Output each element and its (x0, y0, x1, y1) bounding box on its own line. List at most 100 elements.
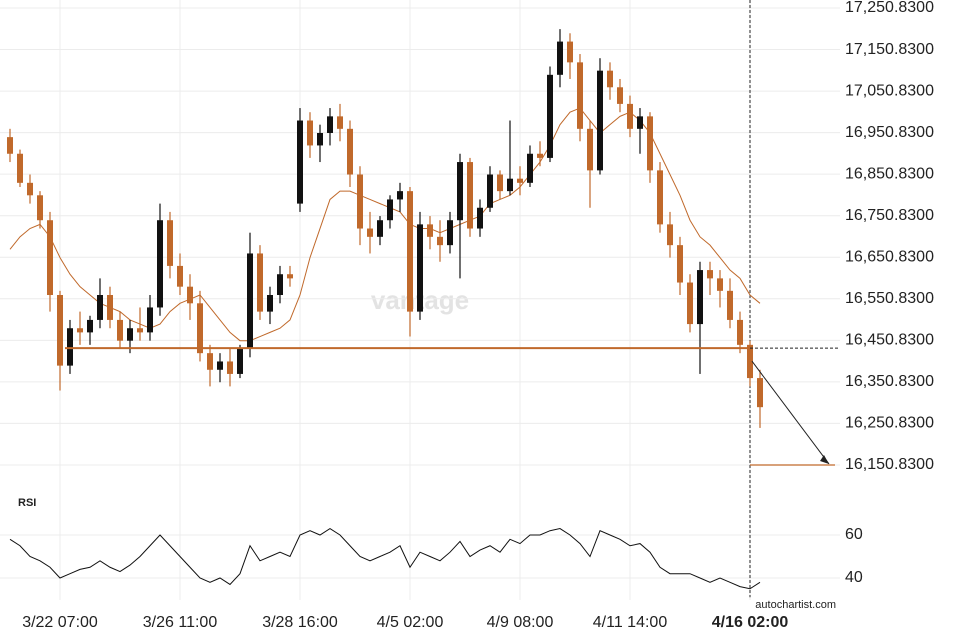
candle-body (347, 128, 353, 175)
candle-body (697, 270, 703, 325)
candle-body (27, 182, 33, 196)
candle-body (387, 199, 393, 221)
candle-body (727, 290, 733, 320)
candle-body (547, 74, 553, 158)
rsi-tick-label: 40 (845, 569, 863, 586)
candle-body (117, 319, 123, 341)
x-tick-label: 4/11 14:00 (593, 614, 668, 631)
candle-body (257, 253, 263, 312)
candle-body (287, 274, 293, 279)
candle-body (647, 116, 653, 171)
candle-body (377, 220, 383, 237)
candle-body (87, 319, 93, 333)
x-tick-label: 4/5 02:00 (377, 614, 444, 631)
candle-body (557, 41, 563, 75)
candle-body (197, 303, 203, 354)
y-tick-label: 17,250.8300 (845, 0, 934, 16)
candle-body (507, 178, 513, 192)
candle-body (227, 361, 233, 374)
candle-body (397, 191, 403, 200)
x-tick-label: 4/16 02:00 (712, 614, 789, 631)
candle-body (187, 286, 193, 304)
candle-body (487, 174, 493, 208)
x-tick-label: 3/26 11:00 (143, 614, 218, 631)
rsi-label: RSI (18, 497, 36, 509)
candle-body (757, 378, 763, 408)
candle-body (297, 120, 303, 204)
candle-body (327, 116, 333, 133)
candle-body (587, 128, 593, 171)
y-tick-label: 16,550.8300 (845, 290, 934, 307)
candle-body (607, 70, 613, 88)
candle-body (457, 162, 463, 221)
x-tick-label: 3/22 07:00 (22, 614, 98, 631)
candle-body (537, 153, 543, 158)
moving-average (9, 107, 761, 342)
candle-body (77, 328, 83, 333)
candle-body (637, 116, 643, 129)
candle-body (737, 319, 743, 345)
candle-body (307, 120, 313, 146)
candle-body (317, 132, 323, 146)
candle-body (237, 349, 243, 374)
source: autochartist.com (755, 599, 836, 611)
candle-body (747, 344, 753, 379)
candle-body (407, 191, 413, 312)
candle-body (177, 265, 183, 287)
candle-body (127, 328, 133, 341)
arrow-head (820, 454, 829, 464)
candle-body (417, 224, 423, 312)
candle-body (527, 153, 533, 183)
x-tick-label: 4/9 08:00 (487, 614, 554, 631)
candle-body (207, 353, 213, 370)
candle-body (57, 294, 63, 366)
candle-body (157, 220, 163, 308)
candle-body (707, 270, 713, 279)
y-tick-label: 17,050.8300 (845, 82, 934, 99)
y-tick-label: 16,350.8300 (845, 373, 934, 390)
candle-body (107, 294, 113, 320)
candle-body (147, 307, 153, 333)
rsi-tick-label: 60 (845, 526, 863, 543)
y-tick-label: 16,650.8300 (845, 248, 934, 265)
candle-body (167, 220, 173, 266)
candle-body (617, 87, 623, 104)
y-tick-label: 16,450.8300 (845, 332, 934, 349)
y-tick-label: 17,150.8300 (845, 41, 934, 58)
y-tick-label: 16,850.8300 (845, 165, 934, 182)
candle-body (577, 62, 583, 129)
candle-body (97, 294, 103, 320)
candle-body (597, 70, 603, 171)
candle-body (497, 174, 503, 192)
candle-body (437, 236, 443, 246)
candle-body (247, 253, 253, 350)
candle-body (517, 178, 523, 183)
candle-body (267, 294, 273, 312)
candle-body (37, 195, 43, 221)
candle-body (367, 228, 373, 237)
candle-body (627, 103, 633, 129)
candle-body (47, 220, 53, 295)
candle-body (447, 220, 453, 246)
candle-body (217, 361, 223, 370)
rsi-line (9, 527, 761, 590)
x-tick-label: 3/28 16:00 (262, 614, 338, 631)
candle-body (717, 278, 723, 291)
candle-body (67, 328, 73, 366)
y-tick-label: 16,250.8300 (845, 415, 934, 432)
candle-body (687, 282, 693, 325)
y-tick-label: 16,950.8300 (845, 124, 934, 141)
candle-body (277, 274, 283, 295)
candle-body (677, 245, 683, 283)
projection-arrow (751, 360, 830, 465)
candle-body (427, 224, 433, 237)
candle-body (137, 328, 143, 333)
candle-body (667, 224, 673, 246)
candle-body (357, 174, 363, 229)
candle-body (657, 170, 663, 225)
candle-body (477, 207, 483, 229)
candle-body (337, 116, 343, 129)
y-tick-label: 16,150.8300 (845, 456, 934, 473)
candle-body (467, 162, 473, 229)
candle-body (567, 41, 573, 63)
